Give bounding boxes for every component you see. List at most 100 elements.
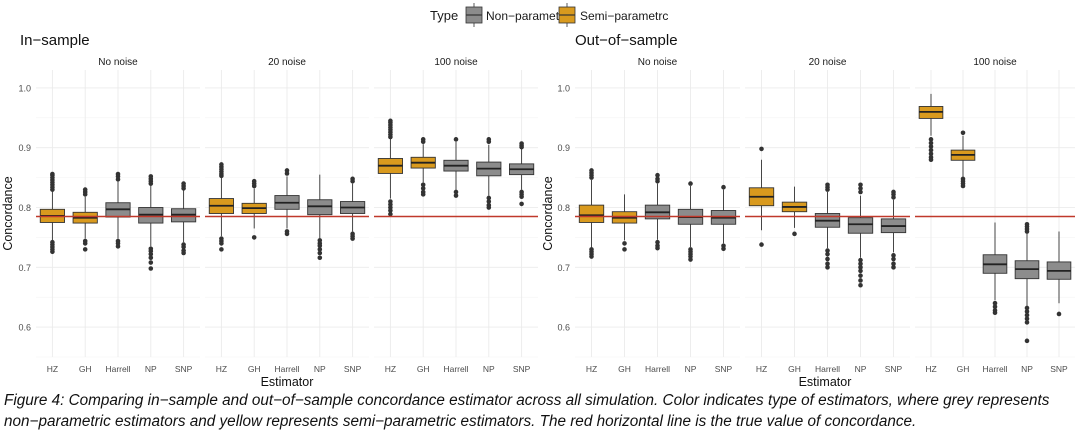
outlier-point — [825, 256, 830, 262]
box-hz: HZ — [578, 168, 605, 374]
outlier-point — [82, 247, 88, 252]
box-np: NP — [476, 137, 502, 374]
legend-label-non-parametric: Non−parametric — [486, 9, 572, 23]
x-tick-label: Harrell — [105, 364, 130, 374]
box-np: NP — [307, 174, 333, 374]
x-tick-label: NP — [685, 364, 697, 374]
facet-strip-label: 100 noise — [434, 57, 478, 68]
outlier-point — [858, 273, 863, 278]
box-hz: HZ — [208, 162, 234, 374]
facet-20-noise: 20 noise HZ GH Harrell NP SNP — [745, 57, 910, 374]
facet-no-noise: No noise HZ GH Harrell NP SNP — [36, 57, 200, 374]
x-tick-label: Harrell — [274, 364, 299, 374]
legend-label-semi-parametric: Semi−parametrc — [580, 9, 668, 23]
y-tick-label: 1.0 — [18, 83, 31, 93]
box-hz: HZ — [748, 146, 775, 374]
legend: Type Non−parametric Semi−parametrc — [430, 3, 668, 27]
outlier-point — [858, 268, 863, 274]
figure-canvas: Type Non−parametric Semi−parametrc In−sa… — [1, 3, 1075, 389]
y-tick-label: 0.7 — [18, 263, 31, 273]
outlier-point — [420, 186, 426, 191]
x-tick-label: GH — [79, 364, 92, 374]
outlier-point — [148, 260, 154, 265]
outlier-point — [622, 241, 627, 246]
outlier-point — [928, 137, 934, 142]
box-body — [578, 204, 605, 223]
box-gh: GH — [72, 187, 98, 374]
x-axis-label: Estimator — [261, 375, 314, 389]
box-gh: GH — [781, 186, 808, 374]
y-tick-label: 0.8 — [557, 203, 570, 213]
outlier-point — [928, 147, 934, 153]
outlier-point — [420, 137, 426, 142]
outlier-point — [486, 195, 492, 201]
outlier-point — [825, 251, 830, 257]
outlier-point — [825, 248, 830, 253]
facet-no-noise: No noise HZ GH Harrell NP SNP — [575, 57, 740, 374]
x-tick-label: Harrell — [982, 364, 1007, 374]
outlier-point — [82, 241, 88, 246]
outlier-point — [1056, 311, 1062, 317]
outlier-point — [350, 236, 355, 241]
x-tick-label: Harrell — [815, 364, 840, 374]
box-harrell: Harrell — [443, 137, 469, 374]
box-gh: GH — [410, 137, 436, 374]
facet-100-noise: 100 noise HZ GH Harrell NP SNP — [374, 57, 538, 374]
x-tick-label: HZ — [47, 364, 58, 374]
outlier-point — [251, 178, 257, 184]
box-np: NP — [1014, 221, 1040, 374]
x-axis-label: Estimator — [799, 375, 852, 389]
outlier-point — [928, 157, 934, 162]
box-snp: SNP — [710, 184, 737, 374]
outlier-point — [928, 144, 934, 149]
x-tick-label: Harrell — [645, 364, 670, 374]
outlier-point — [317, 250, 323, 256]
outlier-point — [453, 189, 459, 195]
outlier-point — [721, 246, 726, 252]
outlier-point — [181, 244, 186, 250]
outlier-point — [655, 239, 660, 245]
outlier-point — [115, 171, 121, 177]
outlier-point — [589, 254, 594, 259]
box-body — [847, 217, 874, 234]
outlier-point — [317, 243, 323, 249]
box-harrell: Harrell — [105, 171, 131, 374]
x-tick-label: NP — [145, 364, 157, 374]
outlier-point — [960, 183, 966, 189]
y-tick-label: 1.0 — [557, 83, 570, 93]
outlier-point — [350, 176, 355, 182]
x-tick-label: SNP — [1050, 364, 1068, 374]
box-snp: SNP — [171, 181, 197, 374]
facet-strip-label: No noise — [98, 57, 138, 68]
x-tick-label: NP — [855, 364, 867, 374]
outlier-point — [992, 310, 998, 316]
outlier-point — [858, 265, 863, 270]
chart-title: Out−of−sample — [575, 32, 678, 49]
outlier-point — [928, 140, 934, 146]
x-tick-label: HZ — [216, 364, 227, 374]
box-snp: SNP — [509, 141, 535, 374]
x-tick-label: NP — [314, 364, 326, 374]
box-hz: HZ — [377, 118, 403, 374]
y-tick-label: 0.9 — [18, 143, 31, 153]
outlier-point — [420, 192, 426, 197]
outlier-point — [858, 257, 863, 263]
box-snp: SNP — [340, 176, 366, 374]
facet-strip-label: 20 noise — [268, 57, 306, 68]
x-tick-label: Harrell — [443, 364, 468, 374]
outlier-point — [858, 261, 863, 267]
outlier-point — [388, 208, 393, 213]
x-tick-label: SNP — [344, 364, 362, 374]
outlier-point — [1024, 312, 1030, 318]
box-hz: HZ — [918, 93, 944, 374]
y-axis-label: Concordance — [1, 176, 15, 250]
outlier-point — [1024, 338, 1030, 344]
outlier-point — [655, 245, 660, 251]
outlier-point — [420, 182, 426, 188]
outlier-point — [992, 304, 998, 310]
outlier-point — [759, 146, 764, 152]
facet-strip-label: 20 noise — [809, 57, 847, 68]
x-tick-label: NP — [1021, 364, 1033, 374]
outlier-point — [317, 247, 323, 252]
outlier-point — [519, 141, 524, 146]
